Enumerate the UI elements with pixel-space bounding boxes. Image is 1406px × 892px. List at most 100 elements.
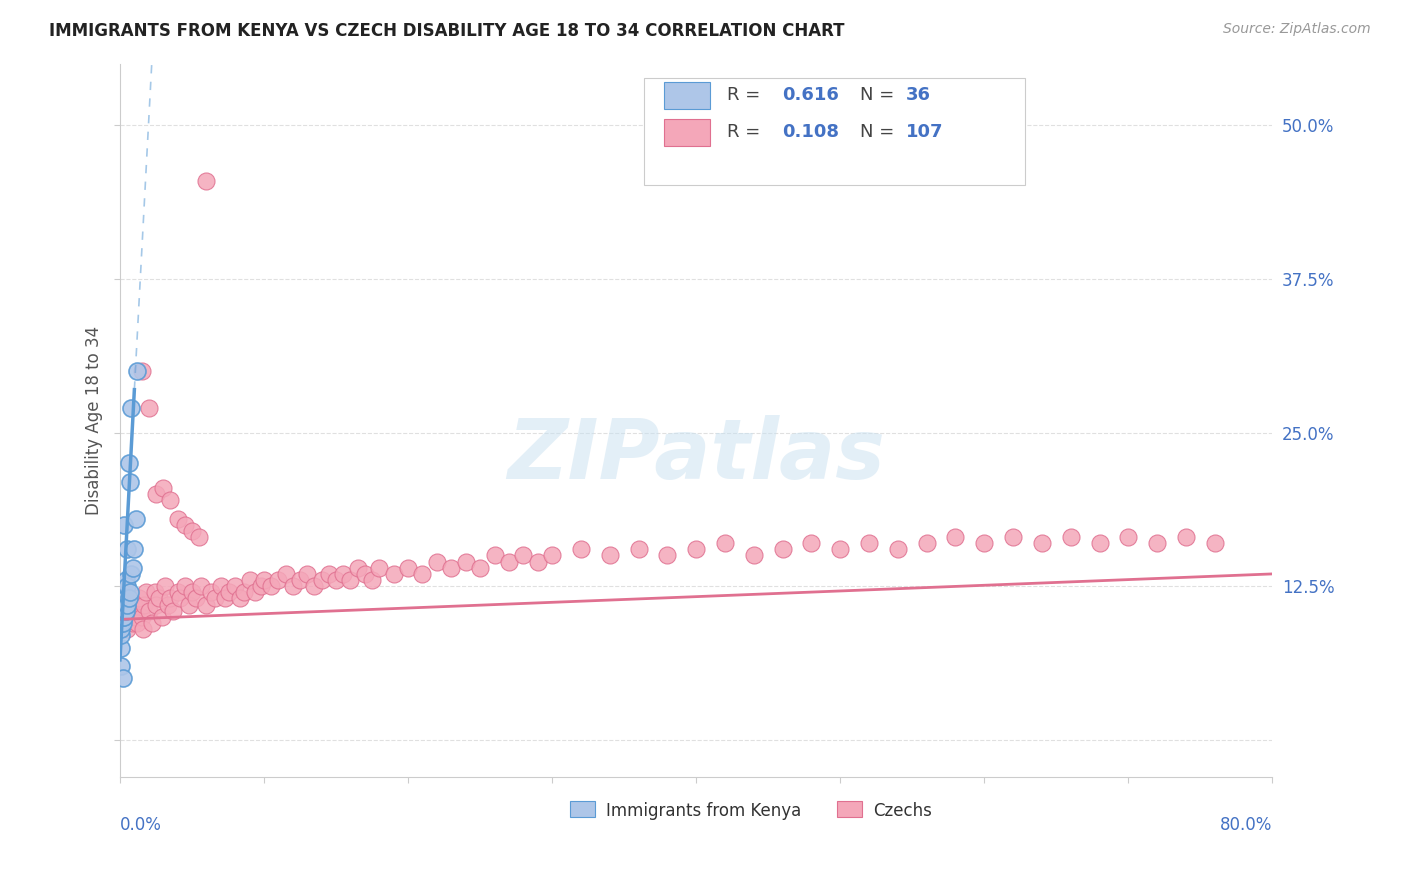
Point bbox=[173, 517, 195, 532]
Point bbox=[772, 542, 794, 557]
Point bbox=[110, 598, 132, 612]
Point bbox=[134, 598, 156, 612]
Point bbox=[354, 566, 377, 581]
Point bbox=[195, 174, 218, 188]
Point bbox=[169, 591, 191, 606]
Point bbox=[138, 401, 160, 415]
Point bbox=[125, 610, 148, 624]
Point bbox=[339, 573, 361, 587]
Text: R =: R = bbox=[727, 123, 766, 142]
Point bbox=[111, 671, 134, 685]
Point bbox=[1118, 530, 1140, 544]
Point bbox=[110, 604, 132, 618]
Point bbox=[830, 542, 852, 557]
Point bbox=[541, 549, 564, 563]
Point bbox=[115, 542, 138, 557]
Point bbox=[179, 598, 201, 612]
Point bbox=[267, 573, 290, 587]
Point bbox=[204, 591, 226, 606]
Point bbox=[166, 585, 188, 599]
Point bbox=[115, 622, 138, 636]
Point bbox=[112, 610, 135, 624]
Text: 0.616: 0.616 bbox=[783, 87, 839, 104]
Point bbox=[454, 555, 477, 569]
Point bbox=[228, 591, 250, 606]
Point bbox=[218, 585, 240, 599]
Point bbox=[685, 542, 707, 557]
Point bbox=[111, 585, 134, 599]
Point bbox=[209, 579, 232, 593]
Point bbox=[361, 573, 384, 587]
Point bbox=[127, 615, 149, 630]
Point bbox=[115, 579, 138, 593]
Point bbox=[440, 561, 463, 575]
Text: Source: ZipAtlas.com: Source: ZipAtlas.com bbox=[1223, 22, 1371, 37]
Point bbox=[318, 566, 340, 581]
Point bbox=[190, 579, 212, 593]
Point bbox=[1002, 530, 1025, 544]
Point bbox=[274, 566, 297, 581]
Point bbox=[214, 591, 236, 606]
Bar bbox=[664, 119, 710, 146]
Point bbox=[569, 542, 592, 557]
Point bbox=[143, 585, 166, 599]
Point bbox=[150, 610, 173, 624]
Text: R =: R = bbox=[727, 87, 766, 104]
Point bbox=[110, 610, 132, 624]
Bar bbox=[664, 82, 710, 109]
Point bbox=[973, 536, 995, 550]
Y-axis label: Disability Age 18 to 34: Disability Age 18 to 34 bbox=[86, 326, 103, 515]
Point bbox=[1060, 530, 1083, 544]
Point bbox=[325, 573, 347, 587]
Point bbox=[311, 573, 333, 587]
Text: 107: 107 bbox=[905, 123, 943, 142]
Point bbox=[145, 487, 167, 501]
Point bbox=[114, 604, 136, 618]
Point bbox=[186, 591, 208, 606]
Point bbox=[125, 511, 148, 525]
Point bbox=[111, 591, 134, 606]
Point bbox=[110, 659, 132, 673]
Text: N =: N = bbox=[860, 123, 894, 142]
Point bbox=[411, 566, 433, 581]
Point bbox=[117, 598, 139, 612]
Text: 80.0%: 80.0% bbox=[1220, 816, 1272, 834]
Point bbox=[426, 555, 449, 569]
Point bbox=[153, 579, 176, 593]
Point bbox=[114, 604, 136, 618]
Point bbox=[858, 536, 880, 550]
Point bbox=[117, 456, 139, 470]
Point bbox=[599, 549, 621, 563]
Point bbox=[1088, 536, 1111, 550]
Point bbox=[297, 566, 319, 581]
Point bbox=[800, 536, 823, 550]
Point bbox=[526, 555, 548, 569]
Point bbox=[124, 542, 146, 557]
Point bbox=[138, 604, 160, 618]
Text: Immigrants from Kenya: Immigrants from Kenya bbox=[606, 802, 801, 820]
Point bbox=[200, 585, 222, 599]
Point bbox=[111, 604, 134, 618]
Point bbox=[512, 549, 534, 563]
Point bbox=[111, 598, 134, 612]
Point bbox=[742, 549, 765, 563]
Point bbox=[112, 598, 135, 612]
Point bbox=[110, 628, 132, 642]
Point bbox=[232, 585, 254, 599]
Point bbox=[122, 561, 145, 575]
Point bbox=[250, 579, 273, 593]
Point bbox=[131, 610, 153, 624]
Text: Czechs: Czechs bbox=[873, 802, 932, 820]
Point bbox=[131, 364, 153, 378]
Point bbox=[173, 579, 195, 593]
Point bbox=[135, 585, 157, 599]
Point bbox=[332, 566, 354, 581]
Point bbox=[110, 640, 132, 655]
Point bbox=[382, 566, 405, 581]
Text: IMMIGRANTS FROM KENYA VS CZECH DISABILITY AGE 18 TO 34 CORRELATION CHART: IMMIGRANTS FROM KENYA VS CZECH DISABILIT… bbox=[49, 22, 845, 40]
Point bbox=[1175, 530, 1198, 544]
FancyBboxPatch shape bbox=[644, 78, 1025, 186]
Point bbox=[714, 536, 737, 550]
Point bbox=[128, 591, 150, 606]
Point bbox=[145, 598, 167, 612]
